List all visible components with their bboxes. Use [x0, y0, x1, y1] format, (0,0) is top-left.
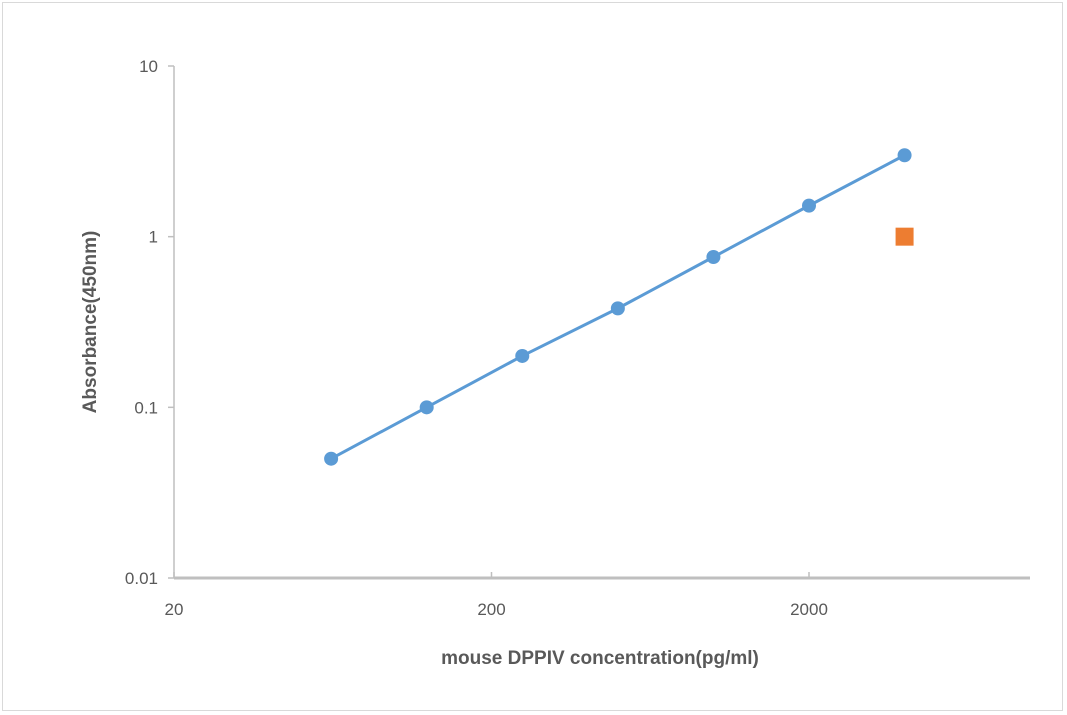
axes: 0.01 0.1 1 10 20 200 2000: [125, 57, 1030, 619]
circle-marker: [419, 400, 434, 415]
x-tick-label: 20: [165, 600, 184, 619]
x-tick-label: 2000: [790, 600, 828, 619]
x-axis-title: mouse DPPIV concentration(pg/ml): [441, 648, 759, 669]
y-tick-label: 1: [149, 228, 158, 247]
circle-marker: [324, 451, 339, 466]
y-tick-label: 0.01: [125, 569, 158, 588]
x-tick-label: 200: [477, 600, 505, 619]
y-ticks: 0.01 0.1 1 10: [125, 57, 174, 588]
circle-marker: [610, 301, 625, 316]
y-tick-label: 10: [139, 57, 158, 76]
circle-marker: [897, 148, 912, 163]
circle-marker: [802, 198, 816, 213]
y-axis-title: Absorbance(450nm): [80, 231, 101, 414]
series-1: [895, 227, 914, 246]
x-ticks: 20 200 2000: [165, 572, 828, 619]
circle-marker: [515, 348, 530, 363]
series-0: [324, 148, 912, 466]
y-tick-label: 0.1: [134, 398, 158, 417]
series-layer: [324, 148, 914, 466]
square-marker: [895, 227, 914, 246]
circle-marker: [706, 250, 721, 265]
